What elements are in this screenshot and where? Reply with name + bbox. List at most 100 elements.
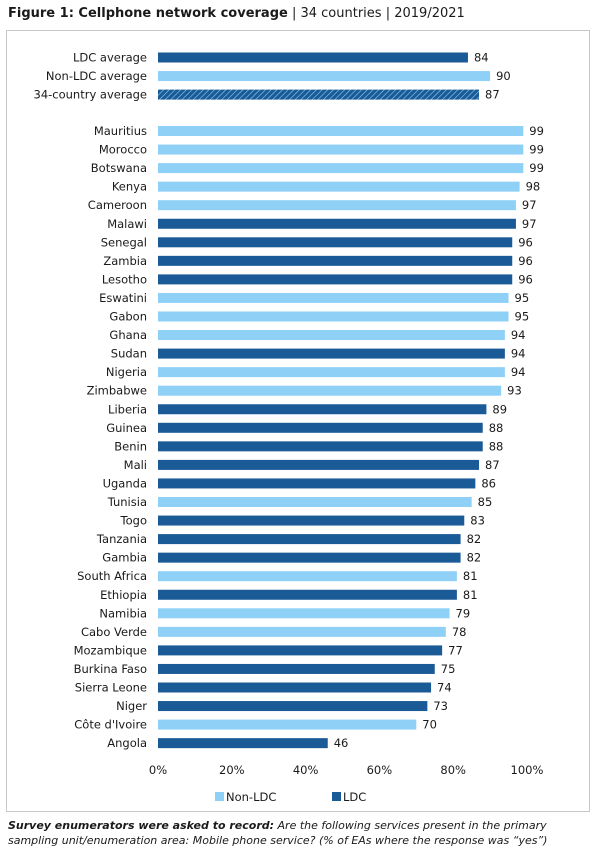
country-label-c-te-d-ivoire: Côte d'Ivoire — [74, 718, 147, 732]
average-label-non-ldc-average: Non-LDC average — [46, 69, 147, 83]
country-value-gambia: 82 — [467, 551, 482, 565]
country-label-niger: Niger — [116, 699, 147, 713]
figure-title-main: Figure 1: Cellphone network coverage — [8, 6, 288, 21]
country-value-zimbabwe: 93 — [507, 384, 522, 398]
country-value-malawi: 97 — [522, 217, 537, 231]
country-bar-angola — [158, 738, 328, 749]
country-value-ethiopia: 81 — [463, 588, 478, 602]
country-value-cabo-verde: 78 — [452, 625, 467, 639]
country-label-zambia: Zambia — [103, 254, 147, 268]
country-label-uganda: Uganda — [103, 476, 147, 490]
x-tick-label-2: 40% — [293, 763, 319, 777]
x-tick-label-1: 20% — [219, 763, 245, 777]
title-separator: | — [381, 6, 395, 21]
country-value-tunisia: 85 — [478, 495, 493, 509]
country-bar-sierra-leone — [158, 682, 432, 693]
country-label-guinea: Guinea — [106, 421, 147, 435]
country-bar-benin — [158, 441, 483, 452]
country-bar-nigeria — [158, 367, 505, 378]
country-value-botswana: 99 — [529, 161, 544, 175]
country-bar-niger — [158, 701, 428, 712]
country-label-eswatini: Eswatini — [99, 291, 147, 305]
country-label-nigeria: Nigeria — [106, 365, 147, 379]
x-tick-label-4: 80% — [440, 763, 466, 777]
country-bar-mozambique — [158, 645, 443, 656]
country-bar-malawi — [158, 218, 516, 229]
country-value-south-africa: 81 — [463, 569, 478, 583]
x-tick-label-5: 100% — [511, 763, 544, 777]
country-value-burkina-faso: 75 — [441, 662, 456, 676]
title-years: 2019/2021 — [394, 6, 465, 21]
country-value-liberia: 89 — [492, 402, 507, 416]
country-label-sierra-leone: Sierra Leone — [75, 681, 147, 695]
footnote-lead: Survey enumerators were asked to record: — [8, 819, 275, 832]
country-bar-zimbabwe — [158, 385, 502, 396]
country-label-morocco: Morocco — [99, 143, 147, 157]
country-bar-burkina-faso — [158, 663, 435, 674]
country-value-gabon: 95 — [515, 310, 530, 324]
average-label-ldc-average: LDC average — [73, 51, 147, 65]
country-label-tanzania: Tanzania — [96, 532, 147, 546]
average-label-34-country-average: 34-country average — [34, 88, 148, 102]
country-bar-botswana — [158, 163, 524, 174]
country-value-kenya: 98 — [526, 180, 541, 194]
legend-swatch-non-ldc — [215, 792, 224, 801]
x-tick-label-0: 0% — [149, 763, 167, 777]
country-bar-tunisia — [158, 497, 472, 507]
country-value-eswatini: 95 — [515, 291, 530, 305]
country-label-lesotho: Lesotho — [102, 272, 147, 286]
title-separator: | — [287, 6, 301, 21]
country-value-mozambique: 77 — [448, 643, 463, 657]
country-value-angola: 46 — [334, 736, 349, 750]
country-bar-togo — [158, 515, 465, 526]
country-label-gabon: Gabon — [109, 310, 147, 324]
average-bar-34-country-average — [158, 89, 480, 100]
country-bar-liberia — [158, 404, 487, 415]
bar-chart: LDC average 84 Non-LDC average 90 34-country… — [34, 51, 544, 805]
legend-label-non-ldc: Non-LDC — [226, 790, 276, 804]
country-bar-gambia — [158, 552, 461, 563]
country-bar-guinea — [158, 422, 483, 433]
country-label-gambia: Gambia — [102, 551, 147, 565]
country-bar-gabon — [158, 311, 509, 322]
chart-frame: LDC average 84 Non-LDC average 90 34-country… — [6, 30, 590, 812]
country-label-kenya: Kenya — [112, 180, 147, 194]
country-value-guinea: 88 — [489, 421, 504, 435]
country-value-lesotho: 96 — [518, 272, 533, 286]
legend-label-ldc: LDC — [343, 790, 366, 804]
country-bar-sudan — [158, 348, 505, 359]
country-label-benin: Benin — [114, 439, 147, 453]
country-value-benin: 88 — [489, 439, 504, 453]
country-label-senegal: Senegal — [101, 235, 147, 249]
country-bar-morocco — [158, 144, 524, 155]
country-label-botswana: Botswana — [91, 161, 147, 175]
country-value-nigeria: 94 — [511, 365, 526, 379]
country-value-c-te-d-ivoire: 70 — [422, 718, 437, 732]
average-value-34-country-average: 87 — [485, 88, 500, 102]
country-label-cabo-verde: Cabo Verde — [81, 625, 147, 639]
country-value-uganda: 86 — [481, 476, 496, 490]
country-value-cameroon: 97 — [522, 198, 537, 212]
country-label-south-africa: South Africa — [77, 569, 147, 583]
country-label-angola: Angola — [107, 736, 147, 750]
country-bar-namibia — [158, 608, 450, 619]
legend-swatch-ldc — [332, 792, 341, 801]
country-label-namibia: Namibia — [99, 606, 147, 620]
country-label-sudan: Sudan — [111, 347, 147, 361]
country-value-zambia: 96 — [518, 254, 533, 268]
country-label-mozambique: Mozambique — [74, 643, 147, 657]
figure-title: Figure 1: Cellphone network coverage | 3… — [8, 6, 465, 21]
country-bar-kenya — [158, 181, 520, 192]
country-label-zimbabwe: Zimbabwe — [87, 384, 147, 398]
country-label-mali: Mali — [124, 458, 147, 472]
country-bar-cabo-verde — [158, 626, 446, 637]
country-value-togo: 83 — [470, 514, 485, 528]
country-label-burkina-faso: Burkina Faso — [74, 662, 147, 676]
country-label-togo: Togo — [120, 514, 147, 528]
country-bar-tanzania — [158, 534, 461, 545]
country-label-malawi: Malawi — [107, 217, 147, 231]
country-label-cameroon: Cameroon — [88, 198, 147, 212]
country-bar-senegal — [158, 237, 513, 248]
country-value-mauritius: 99 — [529, 124, 544, 138]
country-bar-cameroon — [158, 200, 516, 211]
